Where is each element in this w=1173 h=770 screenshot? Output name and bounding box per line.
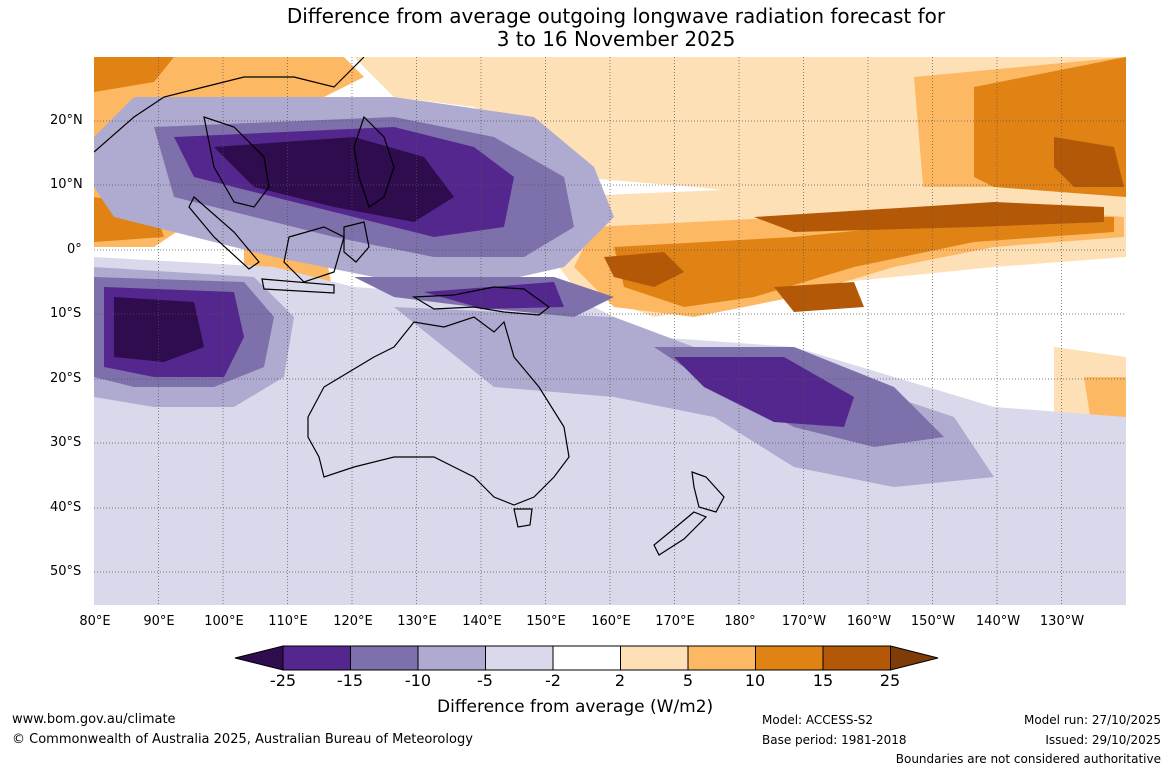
colorbar-segment-6 — [620, 645, 689, 671]
colorbar-tick-label: -15 — [336, 671, 364, 690]
colorbar-segment-7 — [687, 645, 756, 671]
lon-label-130w: 130°W — [1039, 614, 1085, 629]
lat-label-10s: 10°S — [50, 306, 82, 321]
colorbar-tick-label: -10 — [404, 671, 432, 690]
lon-label-160e: 160°E — [591, 614, 631, 629]
lat-label-50s: 50°S — [50, 564, 82, 579]
lat-label-30s: 30°S — [50, 435, 82, 450]
colorbar-title: Difference from average (W/m2) — [437, 697, 714, 717]
lon-label-100e: 100°E — [204, 614, 244, 629]
lon-label-160w: 160°W — [846, 614, 892, 629]
colorbar-segment-1 — [282, 645, 351, 671]
colorbar-segment-8 — [755, 645, 824, 671]
colorbar-tick-label: -25 — [269, 671, 297, 690]
colorbar-tick-label: 25 — [879, 671, 901, 690]
colorbar-segment-3 — [417, 645, 486, 671]
colorbar-tick-label: 10 — [744, 671, 766, 690]
lat-label-20s: 20°S — [50, 371, 82, 386]
indochina-coastline — [203, 116, 270, 208]
lon-label-80e: 80°E — [79, 614, 111, 629]
footer-copyright: © Commonwealth of Australia 2025, Austra… — [12, 732, 473, 747]
new-zealand-north — [691, 471, 725, 513]
new-zealand-south — [653, 511, 708, 556]
footer-website: www.bom.gov.au/climate — [12, 712, 176, 727]
map-gridlines — [94, 57, 1126, 605]
lon-label-150w: 150°W — [910, 614, 956, 629]
borneo-coastline — [283, 226, 345, 283]
footer-model-run: Model run: 27/10/2025 — [1023, 713, 1161, 727]
footer-model: Model: ACCESS-S2 — [762, 713, 874, 727]
colorbar-extend-low — [234, 645, 284, 671]
footer-base-period: Base period: 1981-2018 — [762, 733, 907, 747]
asia-coastline — [94, 57, 365, 153]
colorbar-tick-label: 2 — [614, 671, 626, 690]
lon-label-110e: 110°E — [268, 614, 308, 629]
lon-label-170e: 170°E — [655, 614, 695, 629]
lon-label-130e: 130°E — [397, 614, 437, 629]
olr-anomaly-map — [94, 57, 1126, 605]
lon-label-90e: 90°E — [143, 614, 175, 629]
sumatra-coastline — [188, 196, 260, 270]
colorbar-segment-5 — [552, 645, 621, 671]
new-guinea-coastline — [411, 286, 550, 316]
colorbar-extend-high — [890, 645, 939, 671]
lon-label-170w: 170°W — [781, 614, 827, 629]
colorbar-tick-label: 15 — [812, 671, 834, 690]
lon-label-120e: 120°E — [333, 614, 373, 629]
map-title-line2: 3 to 16 November 2025 — [496, 27, 736, 51]
colorbar-tick-label: -2 — [545, 671, 561, 690]
lon-label-150e: 150°E — [526, 614, 566, 629]
colorbar — [234, 645, 939, 671]
colorbar-segment-2 — [350, 645, 419, 671]
tasmania-coastline — [513, 508, 533, 528]
footer-disclaimer: Boundaries are not considered authoritat… — [895, 752, 1161, 766]
lat-label-20n: 20°N — [50, 113, 83, 128]
negative-anomaly-regions — [94, 97, 1126, 605]
lon-label-140e: 140°E — [462, 614, 502, 629]
australia-coastline — [307, 316, 570, 506]
footer-issued: Issued: 29/10/2025 — [1045, 733, 1161, 747]
colorbar-tick-label: 5 — [682, 671, 694, 690]
sulawesi-coastline — [343, 221, 370, 263]
map-title-line1: Difference from average outgoing longwav… — [286, 4, 946, 28]
map-canvas — [94, 57, 1126, 605]
colorbar-segment-4 — [485, 645, 554, 671]
coastlines — [94, 57, 725, 556]
lon-label-180: 180° — [724, 614, 756, 629]
lat-label-40s: 40°S — [50, 500, 82, 515]
lon-label-140w: 140°W — [975, 614, 1021, 629]
lat-label-0: 0° — [67, 242, 82, 257]
java-coastline — [261, 278, 335, 294]
lat-label-10n: 10°N — [50, 177, 83, 192]
philippines-coastline — [353, 115, 395, 208]
colorbar-tick-label: -5 — [477, 671, 493, 690]
colorbar-segment-9 — [822, 645, 891, 671]
